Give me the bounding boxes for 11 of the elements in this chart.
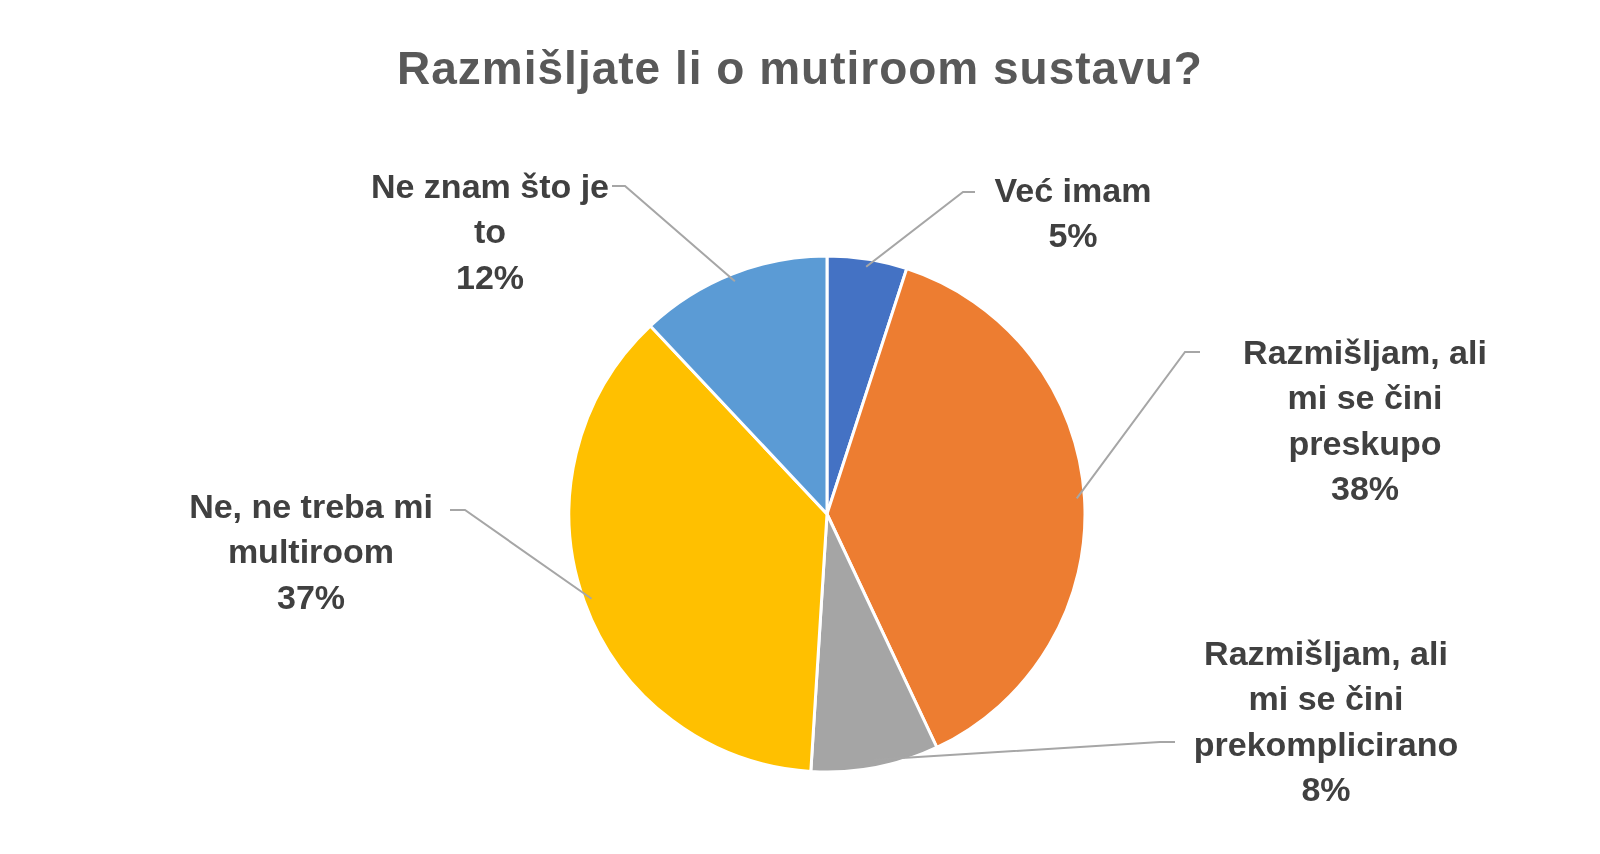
slice-label: Ne, ne treba mi multiroom bbox=[189, 486, 433, 571]
slice-label: Razmišljam, ali mi se čini preskupo bbox=[1243, 332, 1487, 462]
data-label: 8% bbox=[1301, 770, 1351, 809]
slice-label: Već imam bbox=[994, 170, 1152, 209]
data-label: 38% bbox=[1330, 469, 1400, 508]
data-label: 37% bbox=[276, 577, 346, 616]
slice-label: Razmišljam, ali mi se čini prekomplicirano bbox=[1193, 633, 1459, 763]
data-label: 12% bbox=[455, 257, 525, 296]
data-label: 5% bbox=[1048, 216, 1098, 255]
chart-title: Razmišljate li o mutiroom sustavu? bbox=[397, 42, 1203, 94]
slice-label: Ne znam što je to bbox=[370, 166, 610, 251]
